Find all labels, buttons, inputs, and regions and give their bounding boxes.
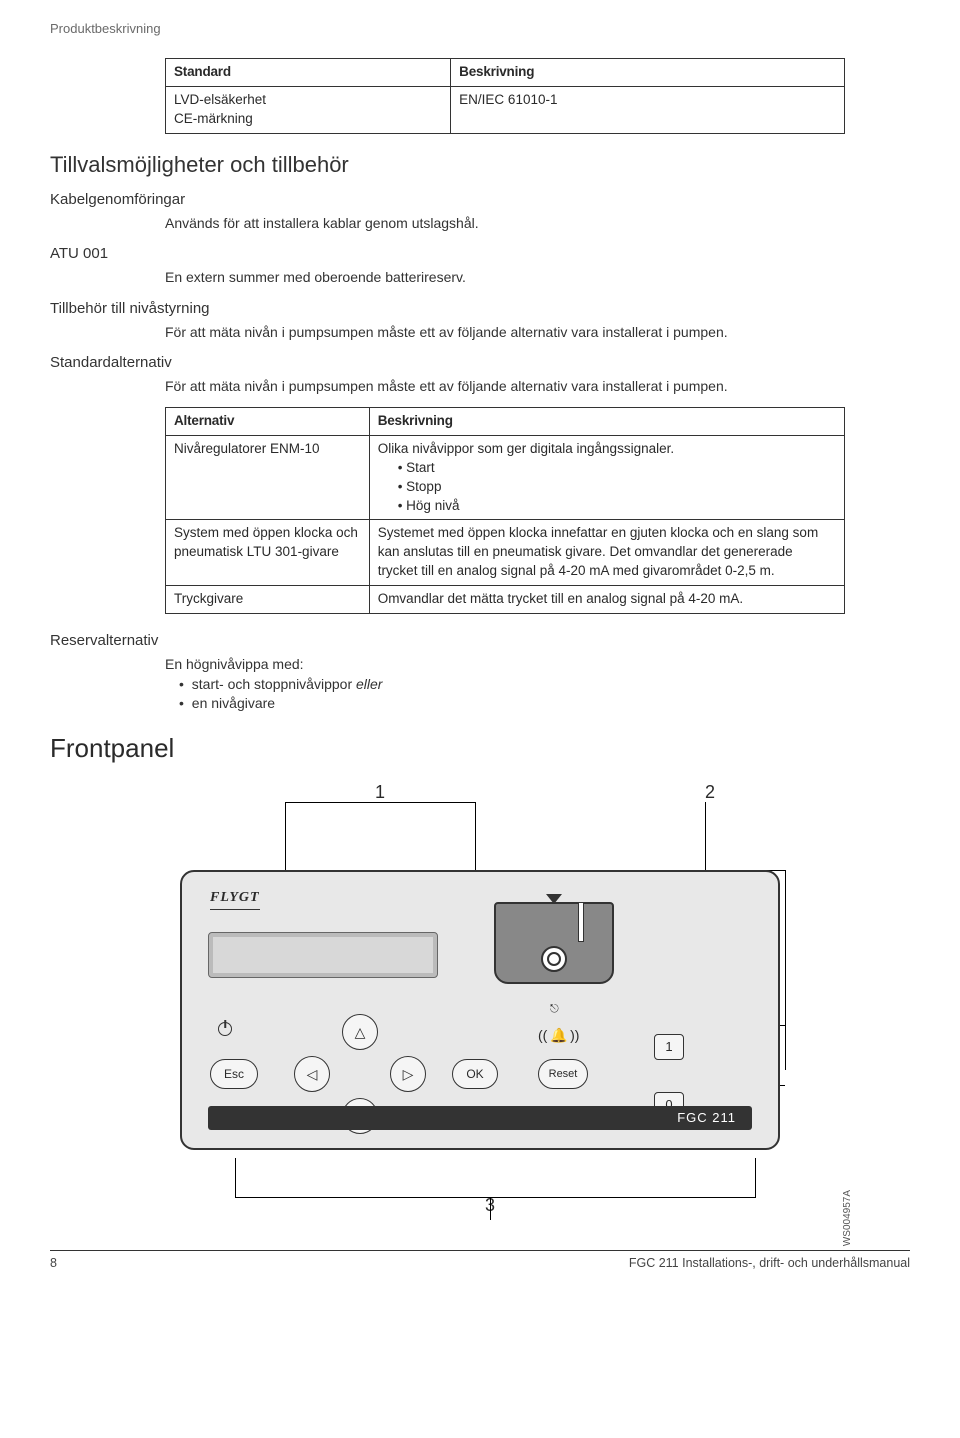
bracket-1-vl xyxy=(285,802,286,870)
esc-button[interactable]: Esc xyxy=(210,1059,258,1089)
r2c2: Systemet med öppen klocka innefattar en … xyxy=(369,520,844,586)
brand-logo: FLYGT xyxy=(210,888,260,910)
left-arrow-icon: ◁ xyxy=(307,1067,318,1081)
up-button[interactable]: △ xyxy=(342,1014,378,1050)
alarm-icon: 🔔 xyxy=(550,1026,567,1046)
r3c1: Tryckgivare xyxy=(166,586,370,614)
sub-reserv: Reservalternativ xyxy=(50,630,910,651)
tank-icon xyxy=(494,902,614,984)
r1c2: Olika nivåvippor som ger digitala ingång… xyxy=(369,435,844,520)
sub-atu: ATU 001 xyxy=(50,243,910,264)
reserv-intro: En högnivåvippa med: xyxy=(165,655,910,675)
r1-li2: Stopp xyxy=(398,478,836,497)
p-standard: För att mäta nivån i pumpsumpen måste et… xyxy=(165,377,910,397)
p-atu: En extern summer med oberoende batterire… xyxy=(165,268,910,288)
r1c1: Nivåregulatorer ENM-10 xyxy=(166,435,370,520)
reset-button[interactable]: Reset xyxy=(538,1059,588,1089)
reserv-li1-text: start- och stoppnivåvippor xyxy=(192,676,356,692)
th-beskrivning: Beskrivning xyxy=(451,59,845,87)
bracket-3-vl xyxy=(235,1158,236,1198)
alternatives-table: Alternativ Beskrivning Nivåregulatorer E… xyxy=(165,407,845,614)
th-alt: Alternativ xyxy=(166,408,370,436)
td-desc: EN/IEC 61010-1 xyxy=(451,87,845,134)
page-number: 8 xyxy=(50,1255,57,1273)
panel-inner: FLYGT ⎋ 🔔 Esc △ ◁ ▷ ▽ OK Reset 1 0 FGC 2… xyxy=(194,884,766,1136)
r3c2: Omvandlar det mätta trycket till en anal… xyxy=(369,586,844,614)
page-header: Produktbeskrivning xyxy=(50,20,910,38)
bracket-1-h xyxy=(285,802,475,803)
lcd-display xyxy=(208,932,438,978)
standards-table: Standard Beskrivning LVD-elsäkerhet CE-m… xyxy=(165,58,845,134)
callout-2: 2 xyxy=(705,780,715,805)
th-standard: Standard xyxy=(166,59,451,87)
desc-row1: EN/IEC 61010-1 xyxy=(459,91,836,110)
pump-icon xyxy=(541,946,567,972)
right-arrow-icon: ▷ xyxy=(403,1067,414,1081)
reserv-li2: en nivågivare xyxy=(179,694,910,714)
sub-tillbehor: Tillbehör till nivåstyrning xyxy=(50,298,910,319)
std-row1: LVD-elsäkerhet xyxy=(174,91,442,110)
bracket-3-vr xyxy=(755,1158,756,1198)
drawing-code: WS004957A xyxy=(841,1190,855,1246)
model-label: FGC 211 xyxy=(208,1106,752,1130)
reserv-eller: eller xyxy=(356,676,382,692)
section-tillval: Tillvalsmöjligheter och tillbehör xyxy=(50,150,910,181)
bracket-3-h xyxy=(235,1197,755,1198)
bracket-3-mid xyxy=(490,1198,491,1220)
th-desc2: Beskrivning xyxy=(369,408,844,436)
device-panel: FLYGT ⎋ 🔔 Esc △ ◁ ▷ ▽ OK Reset 1 0 FGC 2… xyxy=(180,870,780,1150)
sub-kabel: Kabelgenomföringar xyxy=(50,189,910,210)
reserv-li1: start- och stoppnivåvippor eller xyxy=(179,675,910,695)
up-arrow-icon: △ xyxy=(355,1025,366,1039)
r2c1: System med öppen klocka och pneumatisk L… xyxy=(166,520,370,586)
bracket-2-v xyxy=(705,802,706,870)
td-std: LVD-elsäkerhet CE-märkning xyxy=(166,87,451,134)
ok-button[interactable]: OK xyxy=(452,1059,498,1089)
switch-icon: ⎋ xyxy=(550,1002,559,1017)
doc-title: FGC 211 Installations-, drift- och under… xyxy=(629,1255,910,1273)
r1c2-intro: Olika nivåvippor som ger digitala ingång… xyxy=(378,441,674,456)
sub-standard: Standardalternativ xyxy=(50,352,910,373)
frontpanel-diagram: 1 2 3 FLYGT ⎋ 🔔 Esc △ ◁ ▷ ▽ OK xyxy=(165,780,845,1220)
power-icon xyxy=(218,1022,232,1036)
left-button[interactable]: ◁ xyxy=(294,1056,330,1092)
std-row2: CE-märkning xyxy=(174,110,442,129)
page-footer: 8 FGC 211 Installations-, drift- och und… xyxy=(50,1250,910,1273)
one-button[interactable]: 1 xyxy=(654,1034,684,1060)
p-tillbehor: För att mäta nivån i pumpsumpen måste et… xyxy=(165,323,910,343)
reserv-block: En högnivåvippa med: start- och stoppniv… xyxy=(165,655,910,714)
probe-icon xyxy=(578,902,584,942)
r1-li1: Start xyxy=(398,459,836,478)
right-conn-v xyxy=(785,870,786,1070)
section-frontpanel: Frontpanel xyxy=(50,730,910,766)
p-kabel: Används för att installera kablar genom … xyxy=(165,214,910,234)
bracket-1-vr xyxy=(475,802,476,870)
right-button[interactable]: ▷ xyxy=(390,1056,426,1092)
r1-li3: Hög nivå xyxy=(398,497,836,516)
